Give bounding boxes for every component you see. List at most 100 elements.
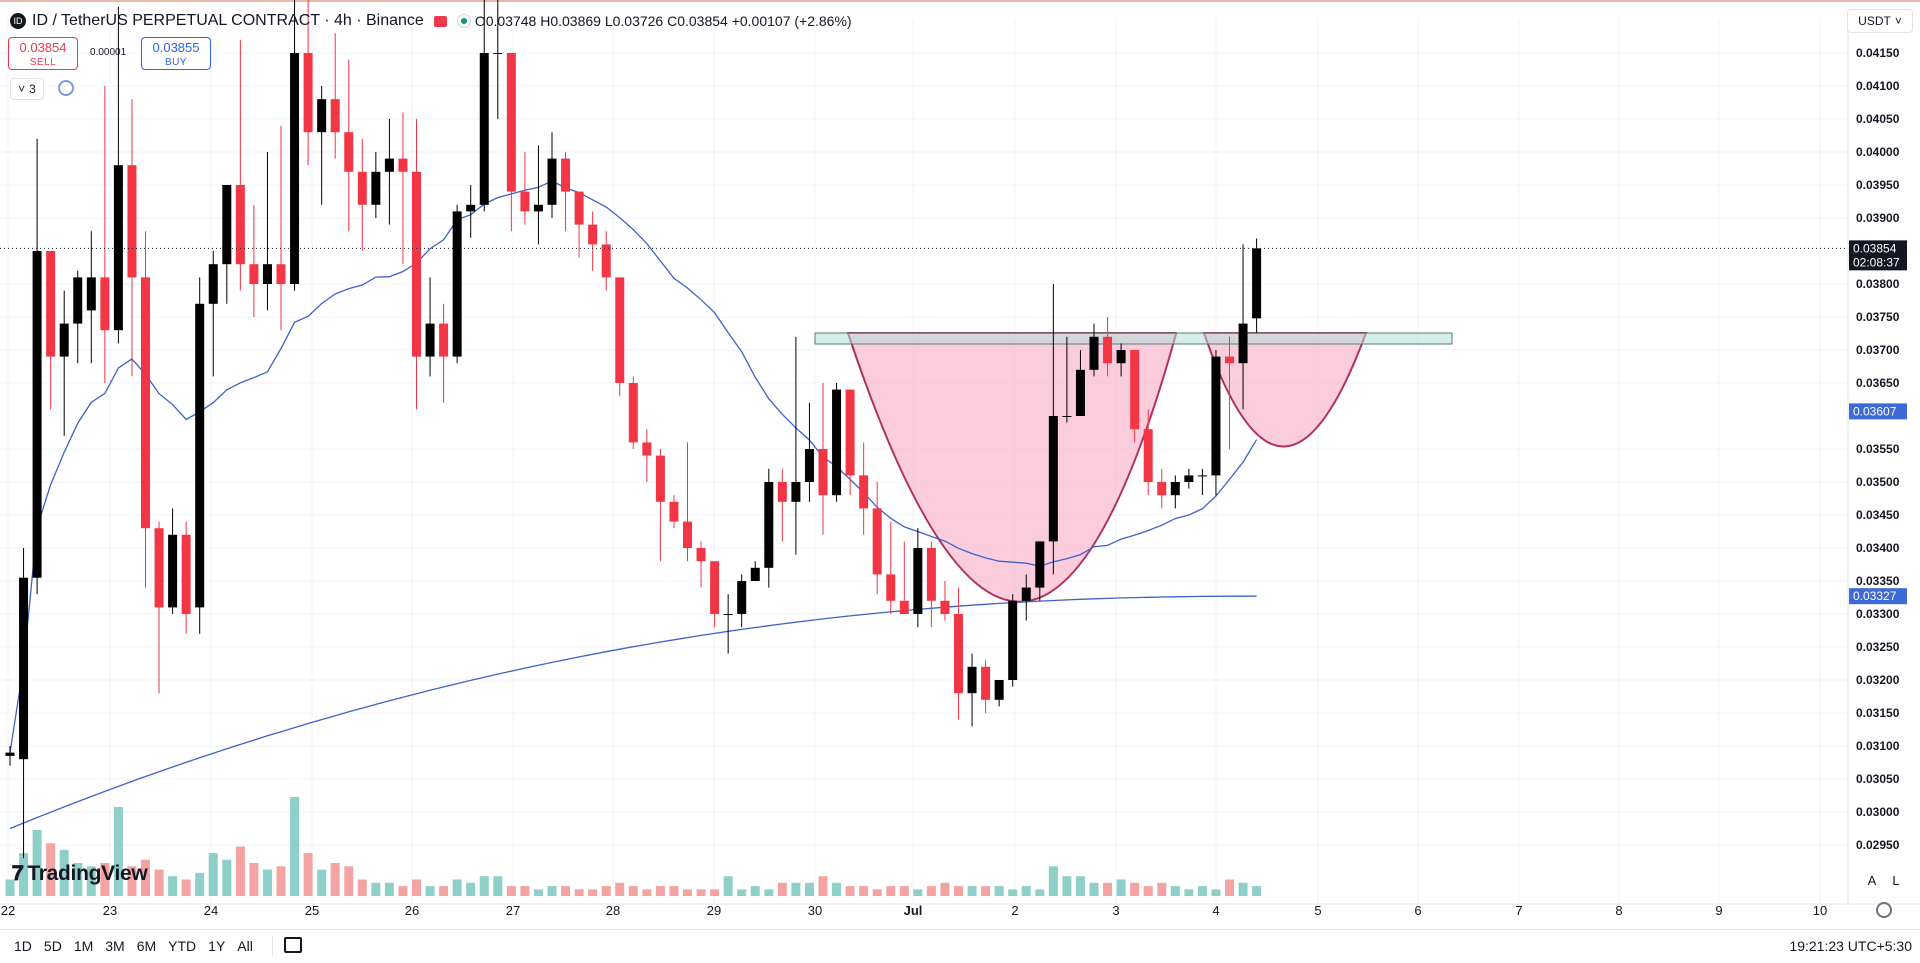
- range-ytd[interactable]: YTD: [168, 938, 197, 954]
- refresh-icon[interactable]: [58, 80, 74, 96]
- candle-body: [235, 185, 245, 265]
- price-tick-label: 0.04100: [1856, 79, 1900, 93]
- candle: [954, 587, 963, 720]
- auto-scale-button[interactable]: A: [1867, 873, 1877, 888]
- volume-bar: [710, 889, 720, 896]
- clock[interactable]: 19:21:23 UTC+5:30: [1789, 938, 1912, 954]
- symbol-title[interactable]: ID / TetherUS PERPETUAL CONTRACT · 4h · …: [32, 12, 424, 29]
- time-tick-label: 2: [1011, 903, 1018, 918]
- ohlc-values: O0.03748 H0.03869 L0.03726 C0.03854 +0.0…: [474, 13, 852, 29]
- log-scale-button[interactable]: L: [1892, 873, 1900, 888]
- candle-body: [222, 185, 232, 265]
- price-tick-label: 0.03500: [1856, 475, 1900, 489]
- candle: [967, 653, 977, 727]
- range-3m[interactable]: 3M: [105, 938, 125, 954]
- gear-icon[interactable]: [1876, 902, 1892, 918]
- range-1y[interactable]: 1Y: [208, 938, 226, 954]
- range-5d[interactable]: 5D: [43, 938, 62, 954]
- candle-body: [344, 132, 354, 172]
- volume-bar: [954, 886, 963, 896]
- volume-bar: [574, 889, 584, 896]
- candle-body: [493, 53, 503, 54]
- volume-bar: [59, 849, 69, 896]
- candle-body: [127, 165, 137, 278]
- candle-body: [818, 449, 828, 496]
- chevron-down-icon: ˅: [1894, 14, 1902, 28]
- candle-body: [439, 323, 449, 357]
- volume-bar: [317, 869, 327, 896]
- candle-body: [981, 666, 991, 700]
- range-all[interactable]: All: [237, 938, 253, 954]
- candle-body: [750, 567, 760, 581]
- candle: [804, 402, 814, 502]
- market-status-icon[interactable]: [433, 15, 447, 27]
- range-6m[interactable]: 6M: [136, 938, 157, 954]
- candle: [357, 138, 367, 251]
- candle-body: [940, 600, 950, 614]
- indicators-toggle[interactable]: ˅ 3: [10, 78, 44, 100]
- symbol-header[interactable]: ID ID / TetherUS PERPETUAL CONTRACT · 4h…: [10, 11, 852, 31]
- candle: [777, 468, 787, 542]
- candle-body: [262, 264, 272, 284]
- candle-body: [533, 204, 543, 212]
- price-tick-label: 0.03000: [1856, 805, 1900, 819]
- ma-slow-line: [9, 595, 1257, 830]
- candle: [412, 119, 421, 410]
- candle-body: [588, 224, 598, 245]
- candle: [669, 495, 679, 529]
- cup-shape: [846, 332, 1177, 603]
- candle: [791, 336, 801, 555]
- volume-bar: [1103, 882, 1113, 896]
- time-tick-label: 28: [606, 903, 620, 918]
- time-tick-label: 9: [1715, 903, 1722, 918]
- candle: [290, 0, 300, 291]
- candle-body: [154, 528, 164, 608]
- candle-body: [520, 191, 530, 212]
- candle: [899, 541, 909, 614]
- volume-bar: [5, 879, 15, 896]
- volume-bar: [1252, 886, 1262, 896]
- candle-body: [967, 666, 977, 694]
- candle: [588, 211, 598, 271]
- ma-slow-badge-bg: [1849, 588, 1907, 605]
- volume-bar: [357, 879, 367, 896]
- candle: [832, 383, 842, 502]
- candle: [845, 389, 855, 496]
- candle: [1225, 336, 1234, 449]
- sell-button[interactable]: 0.03854 SELL: [8, 37, 78, 70]
- range-1d[interactable]: 1D: [14, 938, 32, 954]
- candle: [710, 561, 720, 628]
- candle: [1035, 541, 1045, 601]
- candle-body: [73, 277, 83, 324]
- candle: [452, 204, 462, 364]
- buy-button[interactable]: 0.03855 BUY: [141, 37, 211, 70]
- range-1m[interactable]: 1M: [73, 938, 94, 954]
- candle-body: [1130, 350, 1140, 430]
- data-status-icon[interactable]: [456, 14, 471, 28]
- volume-bar: [696, 889, 706, 896]
- price-tick-label: 0.03550: [1856, 442, 1900, 456]
- candle-body: [777, 482, 787, 502]
- volume-bar: [344, 866, 354, 896]
- volume-bar: [655, 886, 665, 896]
- candle-body: [371, 171, 381, 205]
- price-tick-label: 0.04150: [1856, 46, 1900, 60]
- volume-bar: [249, 863, 259, 896]
- candle-body: [723, 614, 733, 615]
- candle-body: [425, 323, 435, 357]
- price-tick-label: 0.03350: [1856, 574, 1900, 588]
- volume-bar: [859, 886, 869, 896]
- volume-bar: [235, 846, 245, 896]
- candle: [46, 251, 56, 410]
- tradingview-logo[interactable]: 𝟕 TradingView: [12, 862, 148, 886]
- candle-body: [506, 53, 516, 192]
- candle: [1143, 409, 1153, 496]
- ma-slow-badge-value: 0.03327: [1853, 589, 1897, 603]
- candle: [1048, 284, 1058, 575]
- time-tick-label: 10: [1813, 903, 1827, 918]
- calendar-icon[interactable]: [284, 937, 302, 953]
- currency-selector[interactable]: USDT ˅: [1847, 9, 1913, 33]
- candle: [303, 0, 313, 166]
- volume-bar: [791, 882, 801, 896]
